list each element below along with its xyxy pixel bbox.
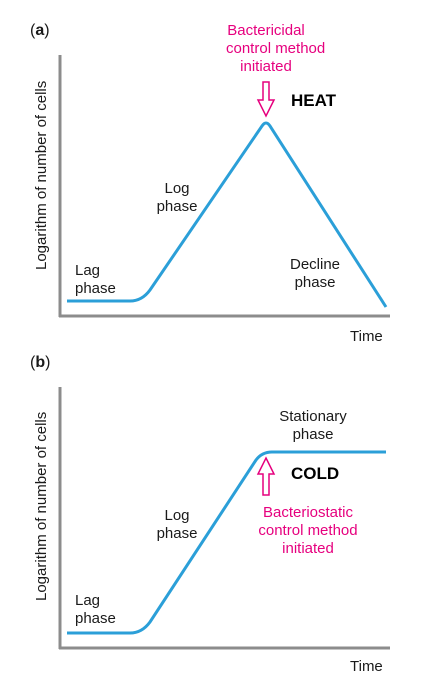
panel-b-lag-phase-label: Lag phase: [75, 592, 116, 627]
panel-b-y-axis-label: Logarithm of number of cells: [33, 411, 50, 601]
panel-a-lag-phase-label: Lag phase: [75, 262, 116, 297]
panel-a-growth-curve: [67, 121, 388, 308]
panel-b-growth-curve: [67, 450, 386, 635]
panel-a-control-arrow: [256, 81, 276, 118]
panel-b-agent-label: COLD: [291, 464, 340, 483]
panel-b-axes: [58, 387, 390, 650]
panel-b-control-label: Bacteriostatic control method initiated: [258, 504, 358, 557]
panel-b-stationary-phase-label: Stationary phase: [279, 408, 347, 443]
panel-a-label: (a): [30, 22, 50, 39]
panel-b-label: (b): [30, 354, 51, 371]
panel-a-agent-label: HEAT: [291, 91, 337, 110]
panel-a-control-label: Bactericidal control method initiated: [226, 22, 326, 75]
panel-b-x-axis-label: Time: [350, 658, 383, 675]
panel-b-log-phase-label: Log phase: [156, 507, 198, 542]
panel-a-decline-phase-label: Decline phase: [289, 256, 341, 291]
panel-a-log-phase-label: Log phase: [156, 180, 198, 215]
panel-a-axes: [58, 55, 390, 318]
panel-a-x-axis-label: Time: [350, 328, 383, 345]
panel-b-control-arrow: [256, 456, 276, 496]
